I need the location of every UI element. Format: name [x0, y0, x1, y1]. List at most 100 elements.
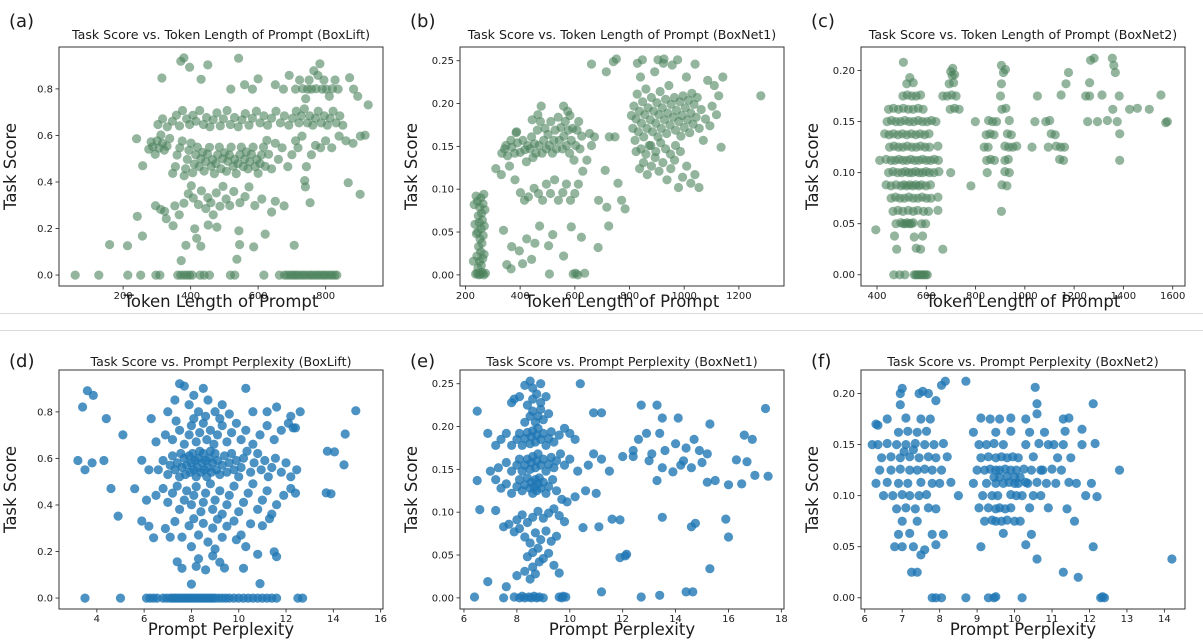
- data-point: [230, 270, 240, 280]
- data-point: [691, 112, 701, 122]
- data-point: [472, 475, 482, 486]
- data-point: [179, 439, 189, 449]
- data-point: [210, 544, 220, 554]
- x-tick-label: 1000: [1012, 291, 1037, 302]
- data-point: [144, 465, 154, 475]
- data-point: [617, 195, 627, 205]
- data-point: [983, 142, 993, 152]
- data-point: [903, 478, 913, 488]
- data-point: [996, 206, 1006, 216]
- data-point: [1108, 104, 1118, 114]
- data-point: [696, 104, 706, 115]
- data-point: [509, 527, 519, 537]
- data-point: [491, 440, 501, 450]
- data-point: [227, 448, 237, 459]
- data-point: [160, 206, 170, 216]
- data-point: [225, 200, 235, 211]
- data-point: [525, 538, 535, 548]
- data-point: [723, 480, 734, 490]
- data-point: [167, 435, 178, 445]
- data-point: [664, 80, 674, 91]
- data-point: [181, 240, 191, 250]
- y-tick-label: 0.10: [833, 168, 855, 179]
- data-point: [574, 116, 584, 127]
- data-point: [912, 567, 922, 577]
- data-point: [721, 514, 731, 524]
- data-point: [638, 158, 649, 168]
- x-tick-label: 10: [563, 614, 576, 625]
- data-point: [306, 150, 316, 160]
- data-point: [578, 523, 588, 533]
- data-point: [229, 481, 239, 491]
- y-axis-label: Task Score: [1, 446, 20, 534]
- data-point: [657, 463, 667, 473]
- data-point: [1063, 67, 1074, 78]
- data-point: [177, 563, 187, 573]
- data-point: [544, 409, 554, 419]
- data-point: [882, 477, 892, 487]
- data-point: [604, 221, 614, 231]
- y-tick-label: 0.0: [37, 593, 53, 604]
- data-point: [249, 242, 259, 252]
- data-point: [1114, 91, 1124, 101]
- data-point: [1115, 129, 1125, 139]
- data-point: [1045, 115, 1055, 126]
- data-point: [694, 182, 704, 193]
- data-point: [1107, 53, 1117, 63]
- data-point: [659, 54, 669, 64]
- data-point: [184, 521, 194, 531]
- data-point: [469, 592, 480, 602]
- data-point: [675, 146, 685, 157]
- chart-svg: (a) Task Score vs. Token Length of Prompt…: [1, 11, 384, 311]
- data-point: [491, 505, 501, 516]
- data-point: [950, 70, 960, 80]
- data-point: [363, 100, 373, 110]
- data-point: [284, 120, 294, 130]
- axes-frame: [860, 46, 1186, 287]
- data-point: [515, 188, 525, 198]
- data-point: [215, 414, 225, 424]
- data-point: [1060, 426, 1070, 436]
- data-point: [174, 210, 184, 220]
- data-point: [628, 445, 638, 456]
- data-point: [193, 530, 204, 540]
- data-point: [118, 430, 128, 440]
- data-point: [570, 188, 580, 199]
- data-point: [191, 116, 201, 126]
- data-point: [70, 270, 80, 280]
- data-point: [170, 465, 180, 475]
- chart-title: Task Score vs. Token Length of Prompt (B…: [868, 27, 1177, 42]
- data-point: [1085, 91, 1095, 101]
- data-point: [322, 120, 332, 130]
- data-point: [527, 132, 537, 142]
- data-point: [279, 111, 289, 121]
- data-point: [348, 138, 358, 148]
- data-point: [1027, 142, 1037, 152]
- data-point: [198, 497, 208, 507]
- data-point: [878, 491, 889, 501]
- data-point: [215, 557, 225, 567]
- data-point: [1050, 130, 1060, 140]
- x-tick-label: 400: [511, 291, 530, 302]
- chart-title: Task Score vs. Token Length of Prompt (B…: [71, 27, 370, 42]
- data-point: [1030, 117, 1040, 127]
- data-point: [882, 414, 892, 424]
- x-axis-label: Prompt Perplexity: [549, 620, 695, 639]
- data-point: [507, 488, 517, 498]
- data-point: [1038, 465, 1048, 475]
- data-point: [918, 104, 928, 114]
- data-point: [637, 55, 647, 65]
- data-point: [886, 452, 896, 462]
- data-point: [187, 270, 197, 280]
- data-point: [161, 214, 171, 224]
- figure-row-token-length: (a) Task Score vs. Token Length of Prompt…: [0, 0, 1203, 314]
- data-point: [208, 115, 218, 125]
- data-point: [514, 454, 525, 464]
- data-point: [151, 437, 161, 447]
- data-point: [201, 488, 211, 498]
- x-tick-label: 800: [966, 291, 985, 302]
- chart-svg: (d) Task Score vs. Prompt Perplexity (Box…: [1, 351, 387, 639]
- y-tick-label: 0.20: [833, 66, 855, 77]
- data-point: [549, 463, 559, 473]
- data-point: [528, 512, 538, 522]
